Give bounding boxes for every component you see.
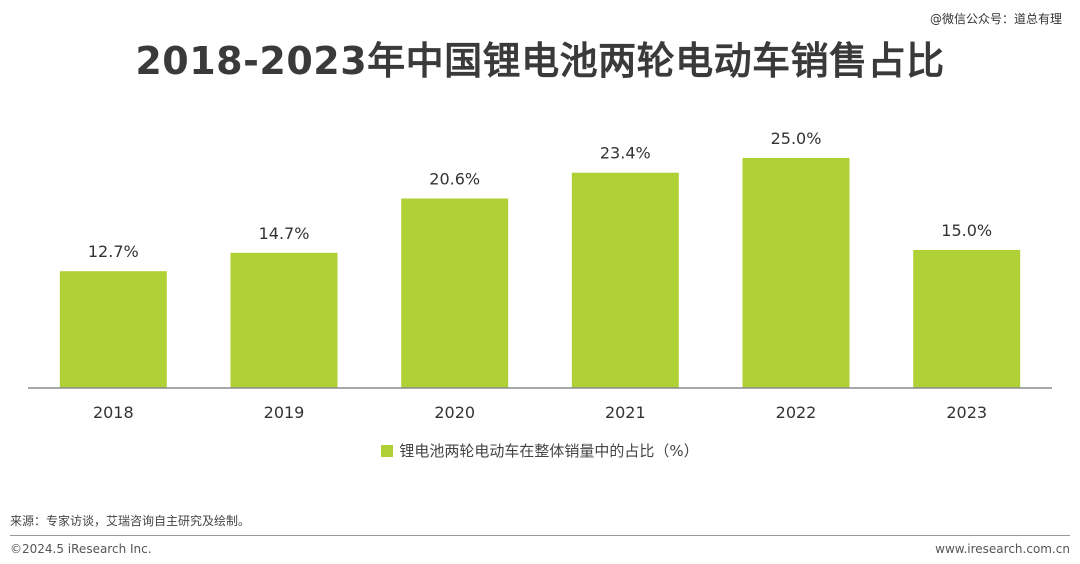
x-tick-2021: 2021 [605, 403, 646, 422]
legend-swatch [381, 444, 394, 457]
watermark: @微信公众号：道总有理 [929, 12, 1062, 26]
bar-2018 [59, 271, 167, 388]
footer-divider [10, 535, 1070, 536]
chart-title: 2018-2023年中国锂电池两轮电动车销售占比 [135, 39, 945, 83]
data-label-2019: 14.7% [259, 224, 310, 243]
site-url: www.iresearch.com.cn [935, 542, 1070, 556]
x-tick-2023: 2023 [946, 403, 987, 422]
bar-chart: 12.7% 2018 14.7% 2019 20.6% 2020 23.4% 2021 25.0… [28, 129, 1052, 422]
x-tick-2022: 2022 [776, 403, 817, 422]
x-tick-2020: 2020 [434, 403, 475, 422]
legend: 锂电池两轮电动车在整体销量中的占比（%） [0, 440, 1080, 461]
data-label-2018: 12.7% [88, 242, 139, 261]
data-label-2023: 15.0% [941, 221, 992, 240]
data-label-2022: 25.0% [771, 129, 822, 148]
data-label-2021: 23.4% [600, 144, 651, 163]
bar-2022 [742, 158, 850, 388]
bar-2020 [401, 198, 509, 388]
data-label-2020: 20.6% [429, 170, 480, 189]
legend-label: 锂电池两轮电动车在整体销量中的占比（%） [399, 442, 699, 460]
x-tick-2018: 2018 [93, 403, 134, 422]
x-tick-2019: 2019 [264, 403, 305, 422]
bar-2023 [913, 250, 1021, 388]
source-note: 来源：专家访谈，艾瑞咨询自主研究及绘制。 [10, 514, 251, 528]
bar-2021 [571, 172, 679, 388]
copyright: ©2024.5 iResearch Inc. [10, 542, 152, 556]
bar-2019 [230, 252, 338, 388]
